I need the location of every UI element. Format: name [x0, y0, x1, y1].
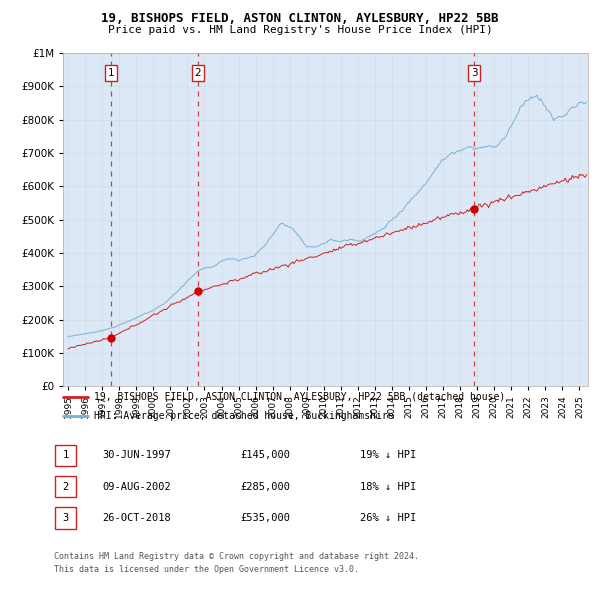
Text: 30-JUN-1997: 30-JUN-1997 — [102, 451, 171, 460]
Text: 26% ↓ HPI: 26% ↓ HPI — [360, 513, 416, 523]
Text: 1: 1 — [107, 68, 114, 78]
Text: HPI: Average price, detached house, Buckinghamshire: HPI: Average price, detached house, Buck… — [94, 411, 394, 421]
Text: 09-AUG-2002: 09-AUG-2002 — [102, 482, 171, 491]
FancyBboxPatch shape — [55, 476, 76, 497]
Text: Price paid vs. HM Land Registry's House Price Index (HPI): Price paid vs. HM Land Registry's House … — [107, 25, 493, 35]
Text: £535,000: £535,000 — [240, 513, 290, 523]
Text: £285,000: £285,000 — [240, 482, 290, 491]
FancyBboxPatch shape — [55, 507, 76, 529]
Text: 19% ↓ HPI: 19% ↓ HPI — [360, 451, 416, 460]
Text: 2: 2 — [194, 68, 202, 78]
Text: Contains HM Land Registry data © Crown copyright and database right 2024.: Contains HM Land Registry data © Crown c… — [54, 552, 419, 560]
FancyBboxPatch shape — [55, 445, 76, 466]
Text: 19, BISHOPS FIELD, ASTON CLINTON, AYLESBURY, HP22 5BB: 19, BISHOPS FIELD, ASTON CLINTON, AYLESB… — [101, 12, 499, 25]
Text: 18% ↓ HPI: 18% ↓ HPI — [360, 482, 416, 491]
Text: 26-OCT-2018: 26-OCT-2018 — [102, 513, 171, 523]
Text: 19, BISHOPS FIELD, ASTON CLINTON, AYLESBURY, HP22 5BB (detached house): 19, BISHOPS FIELD, ASTON CLINTON, AYLESB… — [94, 392, 505, 402]
Text: £145,000: £145,000 — [240, 451, 290, 460]
Text: 1: 1 — [62, 451, 68, 460]
Text: 3: 3 — [62, 513, 68, 523]
Text: This data is licensed under the Open Government Licence v3.0.: This data is licensed under the Open Gov… — [54, 565, 359, 573]
Text: 3: 3 — [471, 68, 478, 78]
Text: 2: 2 — [62, 482, 68, 491]
